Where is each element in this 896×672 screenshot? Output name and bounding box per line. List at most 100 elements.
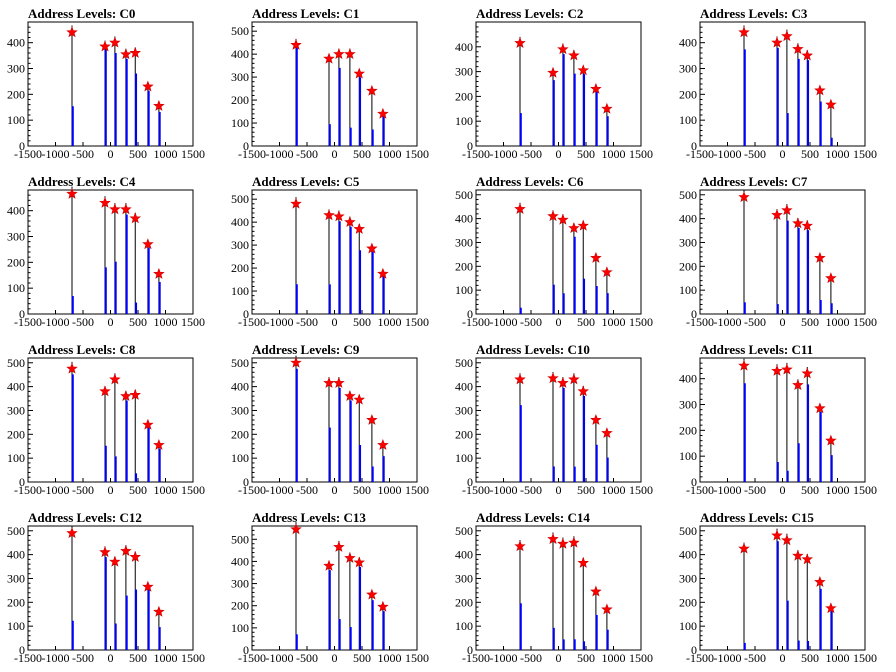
chart-title: Address Levels: C1	[252, 6, 359, 21]
peak-marker	[353, 222, 366, 234]
peak-marker	[738, 359, 750, 371]
x-tick-label: 1000	[154, 651, 178, 665]
peak-marker	[153, 99, 165, 111]
x-tick-label: -1000	[266, 651, 294, 665]
x-tick-label: 0	[780, 147, 786, 161]
peak-marker	[353, 67, 366, 79]
x-tick-label: -500	[296, 147, 318, 161]
y-tick-label: 0	[467, 307, 473, 321]
peak-marker	[568, 373, 580, 385]
peak-marker	[99, 40, 111, 52]
x-tick-label: -1000	[714, 651, 742, 665]
x-tick-label: 1000	[378, 651, 402, 665]
peak-marker	[825, 434, 837, 446]
x-tick-label: 1500	[405, 147, 429, 161]
x-tick-label: -500	[296, 483, 318, 497]
x-tick-label: -1500	[462, 315, 490, 329]
x-tick-label: -500	[296, 651, 318, 665]
peak-marker	[66, 26, 78, 38]
peak-marker	[109, 36, 121, 48]
x-tick-label: 1500	[405, 483, 429, 497]
x-tick-label: 500	[129, 651, 147, 665]
y-tick-label: 100	[231, 116, 249, 130]
x-tick-label: 1500	[181, 315, 205, 329]
peak-marker	[601, 603, 613, 615]
peak-marker	[99, 546, 111, 558]
y-tick-label: 300	[231, 577, 249, 591]
x-tick-label: -500	[520, 315, 542, 329]
chart-panel: Address Levels: C14 0 100 200 300 400 500 -1500…	[455, 510, 653, 665]
y-tick-label: 0	[691, 307, 697, 321]
y-tick-label: 200	[231, 93, 249, 107]
y-tick-label: 0	[19, 643, 25, 657]
y-tick-label: 200	[231, 599, 249, 613]
x-tick-label: 1000	[826, 147, 850, 161]
x-tick-label: -1500	[238, 315, 266, 329]
chart-panel: Address Levels: C13 0 100 200 300 400 500 -1500…	[231, 510, 429, 665]
x-tick-label: 0	[108, 651, 114, 665]
y-tick-label: 400	[455, 212, 473, 226]
peak-marker	[792, 217, 804, 229]
peak-marker	[109, 555, 121, 567]
peak-marker	[109, 203, 121, 215]
peak-marker	[738, 542, 750, 554]
x-tick-label: -1500	[686, 483, 714, 497]
plot-frame	[251, 525, 418, 651]
x-tick-label: -500	[744, 147, 766, 161]
peak-marker	[568, 536, 580, 548]
y-tick-label: 500	[455, 188, 473, 202]
y-tick-label: 0	[467, 475, 473, 489]
chart-title: Address Levels: C15	[700, 510, 814, 525]
x-tick-label: -1500	[14, 651, 42, 665]
x-tick-label: 1000	[154, 147, 178, 161]
y-tick-label: 400	[679, 212, 697, 226]
x-tick-label: -500	[296, 315, 318, 329]
x-tick-label: 1500	[629, 483, 653, 497]
x-tick-label: -500	[72, 651, 94, 665]
peak-marker	[377, 438, 389, 450]
x-tick-label: -1500	[238, 651, 266, 665]
peak-marker	[771, 529, 783, 541]
peak-marker	[323, 559, 335, 571]
peak-marker	[547, 210, 559, 222]
peak-marker	[66, 187, 78, 199]
x-tick-label: -1000	[266, 147, 294, 161]
x-tick-label: -1000	[42, 315, 70, 329]
x-tick-label: -500	[520, 651, 542, 665]
chart-title: Address Levels: C4	[28, 174, 136, 189]
y-tick-label: 500	[231, 356, 249, 370]
peak-marker	[557, 43, 569, 55]
peak-marker	[771, 36, 783, 48]
chart-panel: Address Levels: C10100200300400500-1500-…	[231, 6, 429, 161]
peak-marker	[333, 540, 345, 552]
chart-panel: Address Levels: C4 0 100 200 300 400 -1500 -100…	[7, 174, 205, 329]
x-tick-label: 500	[801, 651, 819, 665]
chart-title: Address Levels: C5	[252, 174, 360, 189]
x-tick-label: 0	[332, 651, 338, 665]
y-tick-label: 100	[455, 283, 473, 297]
y-tick-label: 200	[455, 259, 473, 273]
y-tick-label: 200	[7, 427, 25, 441]
chart-panel: Address Levels: C10 0 100 200 300 400 500 -1500…	[455, 342, 653, 497]
plot-frame	[251, 357, 418, 483]
peak-marker	[514, 37, 526, 48]
peak-marker	[601, 427, 613, 439]
x-tick-label: 1500	[629, 315, 653, 329]
y-tick-label: 100	[679, 283, 697, 297]
y-tick-label: 100	[455, 619, 473, 633]
x-tick-label: 1500	[629, 147, 653, 161]
y-tick-label: 300	[679, 62, 697, 76]
x-tick-label: -1500	[462, 483, 490, 497]
x-tick-label: 1000	[602, 483, 626, 497]
y-tick-label: 300	[679, 571, 697, 585]
y-tick-label: 500	[455, 356, 473, 370]
x-tick-label: -1000	[42, 483, 70, 497]
x-tick-label: -1000	[714, 315, 742, 329]
peak-marker	[557, 376, 569, 388]
peak-marker	[771, 208, 783, 220]
x-tick-label: -1500	[238, 483, 266, 497]
y-tick-label: 200	[231, 427, 249, 441]
peak-marker	[568, 222, 580, 234]
x-tick-label: 1500	[853, 651, 877, 665]
peak-marker	[781, 204, 793, 216]
